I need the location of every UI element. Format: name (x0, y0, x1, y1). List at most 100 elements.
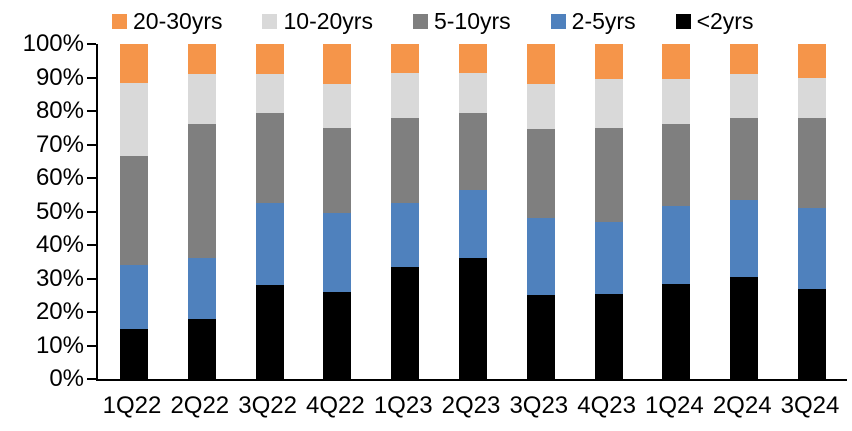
bar-1q24 (662, 44, 691, 379)
bar-segment-20-30yrs (798, 44, 826, 78)
bar-segment-10-20yrs (323, 84, 352, 128)
bar-segment-2yrs (323, 291, 352, 379)
bar-segment-2yrs (662, 283, 691, 379)
bar-segment-5-10yrs (120, 156, 148, 266)
y-axis-tick (87, 277, 96, 280)
bar-segment-2-5yrs (526, 218, 555, 296)
bar-segment-10-20yrs (594, 79, 623, 128)
bar-segment-2yrs (798, 288, 826, 379)
legend-swatch (412, 13, 428, 29)
x-axis-label: 4Q23 (577, 392, 636, 419)
x-axis-label: 2Q24 (712, 392, 772, 419)
bar-3q24 (798, 44, 826, 379)
bar-segment-10-20yrs (798, 77, 826, 118)
bar-1q22 (120, 44, 148, 379)
bar-segment-5-10yrs (662, 124, 691, 207)
bar-segment-2-5yrs (459, 189, 487, 259)
bar-segment-2yrs (391, 266, 420, 379)
bar-segment-20-30yrs (662, 44, 691, 80)
bar-segment-2yrs (187, 318, 216, 379)
bar-segment-5-10yrs (255, 112, 284, 204)
bar-segment-20-30yrs (730, 44, 759, 75)
legend-item-2yrs: <2yrs (675, 7, 754, 34)
bar-segment-2yrs (594, 293, 623, 379)
bar-segment-2-5yrs (662, 206, 691, 284)
legend-swatch (262, 13, 278, 29)
x-axis-label: 1Q22 (102, 392, 162, 419)
x-axis-label: 4Q22 (306, 392, 365, 419)
bar-segment-10-20yrs (662, 79, 691, 125)
bar-2q23 (459, 44, 487, 379)
legend-item-2-5yrs: 2-5yrs (550, 7, 636, 34)
y-axis-tick (87, 110, 96, 112)
bar-2q22 (187, 44, 216, 379)
bar-segment-5-10yrs (459, 112, 487, 190)
y-axis-label: 20% (35, 298, 84, 325)
bar-segment-20-30yrs (594, 44, 623, 80)
y-axis-tick (87, 244, 96, 246)
bar-segment-2-5yrs (323, 213, 352, 292)
y-axis-label: 40% (35, 231, 84, 258)
y-axis-label: 90% (35, 63, 84, 91)
bar-segment-20-30yrs (391, 44, 420, 73)
legend-swatch (550, 13, 566, 29)
x-axis-label: 3Q23 (509, 392, 569, 419)
bar-segment-2yrs (459, 258, 487, 379)
bar-segment-2-5yrs (730, 199, 759, 277)
bar-segment-20-30yrs (255, 44, 284, 75)
bar-segment-2-5yrs (798, 208, 826, 289)
y-axis-tick (87, 143, 96, 146)
bar-4q23 (594, 44, 623, 379)
bar-segment-20-30yrs (526, 44, 555, 85)
bar-4q22 (323, 44, 352, 379)
bar-segment-2-5yrs (187, 258, 216, 319)
legend-swatch (675, 13, 691, 29)
legend-label: 10-20yrs (283, 7, 373, 34)
bar-segment-20-30yrs (459, 44, 487, 73)
bar-segment-5-10yrs (594, 127, 623, 222)
y-axis-label: 10% (35, 331, 84, 359)
legend-label: 5-10yrs (433, 7, 511, 34)
bar-segment-2-5yrs (120, 265, 148, 329)
bar-segment-2-5yrs (255, 203, 284, 286)
bar-segment-2yrs (730, 276, 759, 379)
y-axis-tick (87, 210, 96, 213)
y-axis-label: 100% (22, 30, 84, 57)
x-axis-label: 2Q22 (170, 392, 230, 419)
y-axis-tick (87, 344, 96, 347)
y-axis-tick (87, 378, 96, 380)
legend-item-10-20yrs: 10-20yrs (262, 7, 373, 34)
bar-segment-10-20yrs (255, 74, 284, 113)
x-axis-label: 1Q24 (645, 392, 704, 419)
bar-3q23 (526, 44, 555, 379)
legend-swatch (112, 13, 127, 29)
bar-segment-5-10yrs (323, 127, 352, 214)
y-axis-label: 70% (35, 130, 84, 158)
legend-item-5-10yrs: 5-10yrs (412, 7, 511, 34)
x-axis-label: 3Q24 (780, 392, 840, 419)
y-axis-tick (87, 311, 96, 313)
bar-segment-2-5yrs (391, 203, 420, 267)
bar-segment-10-20yrs (459, 72, 487, 113)
y-axis-label: 0% (49, 365, 84, 392)
bar-segment-2yrs (526, 295, 555, 379)
bar-3q22 (255, 44, 284, 379)
bar-segment-10-20yrs (187, 74, 216, 125)
bar-segment-20-30yrs (120, 44, 148, 83)
bar-segment-5-10yrs (526, 129, 555, 219)
y-axis-tick (87, 76, 96, 79)
y-axis-label: 30% (35, 264, 84, 292)
bar-segment-5-10yrs (187, 124, 216, 259)
x-axis-label: 2Q23 (441, 392, 501, 419)
bar-segment-5-10yrs (730, 117, 759, 200)
x-axis-label: 1Q23 (373, 392, 433, 419)
bar-segment-10-20yrs (391, 72, 420, 118)
legend-label: 2-5yrs (571, 7, 636, 34)
y-axis-label: 80% (35, 97, 84, 124)
y-axis-tick (87, 43, 96, 45)
bar-segment-2yrs (255, 285, 284, 379)
legend-label: <2yrs (696, 7, 754, 34)
y-axis-label: 60% (35, 164, 84, 191)
bar-segment-2yrs (120, 328, 148, 379)
